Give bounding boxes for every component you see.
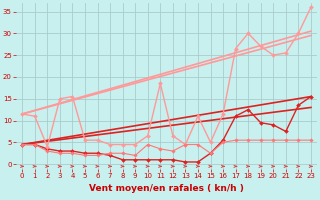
X-axis label: Vent moyen/en rafales ( kn/h ): Vent moyen/en rafales ( kn/h ) [89, 184, 244, 193]
